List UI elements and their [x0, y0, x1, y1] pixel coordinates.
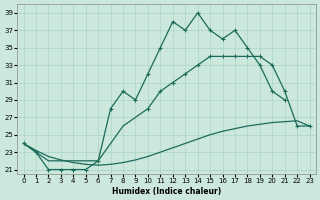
X-axis label: Humidex (Indice chaleur): Humidex (Indice chaleur)	[112, 187, 221, 196]
